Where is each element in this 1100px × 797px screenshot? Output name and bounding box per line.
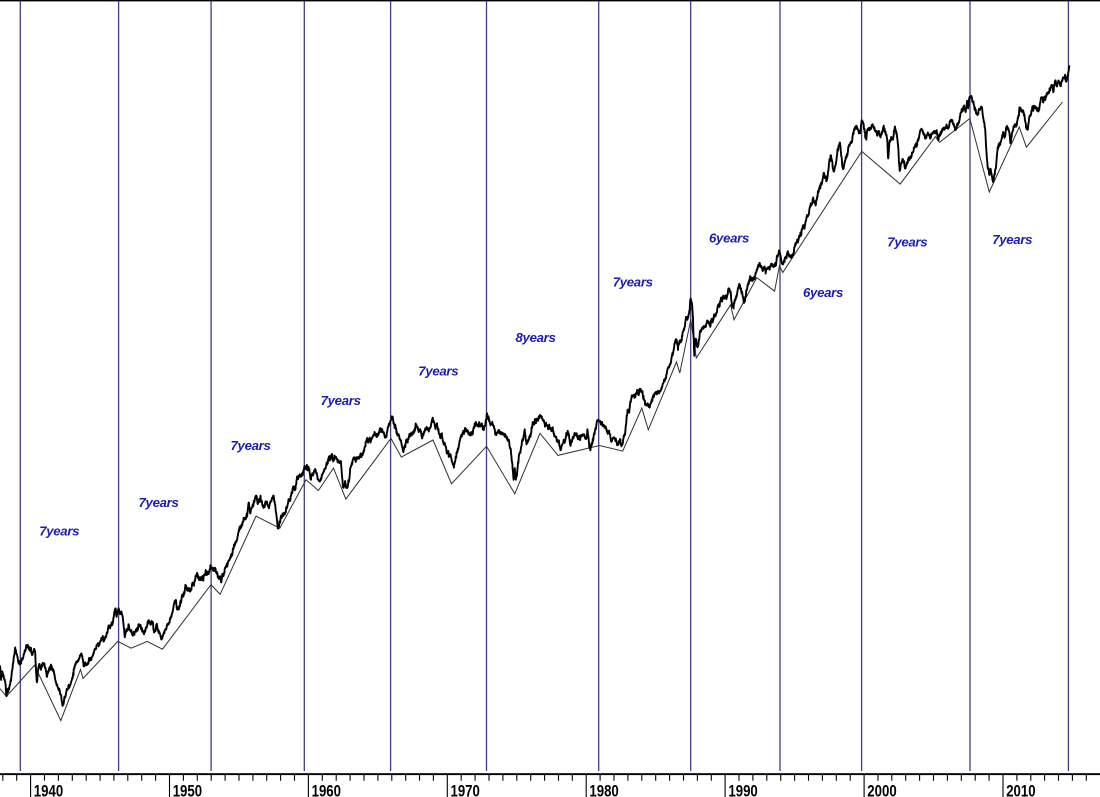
svg-text:1950: 1950 (173, 782, 202, 797)
svg-text:7years: 7years (231, 438, 271, 453)
svg-text:7years: 7years (613, 274, 653, 289)
svg-text:1940: 1940 (34, 782, 63, 797)
svg-text:8years: 8years (516, 330, 556, 345)
svg-text:1980: 1980 (589, 782, 618, 797)
svg-text:7years: 7years (992, 232, 1032, 247)
svg-text:6years: 6years (803, 285, 843, 300)
svg-text:1960: 1960 (312, 782, 341, 797)
svg-text:2010: 2010 (1006, 782, 1035, 797)
svg-text:1990: 1990 (728, 782, 757, 797)
svg-text:7years: 7years (139, 495, 179, 510)
svg-text:7years: 7years (39, 523, 79, 538)
svg-text:2000: 2000 (867, 782, 896, 797)
svg-text:7years: 7years (418, 363, 458, 378)
svg-text:7years: 7years (321, 393, 361, 408)
svg-text:6years: 6years (709, 230, 749, 245)
svg-text:7years: 7years (887, 234, 927, 249)
svg-text:1970: 1970 (451, 782, 480, 797)
